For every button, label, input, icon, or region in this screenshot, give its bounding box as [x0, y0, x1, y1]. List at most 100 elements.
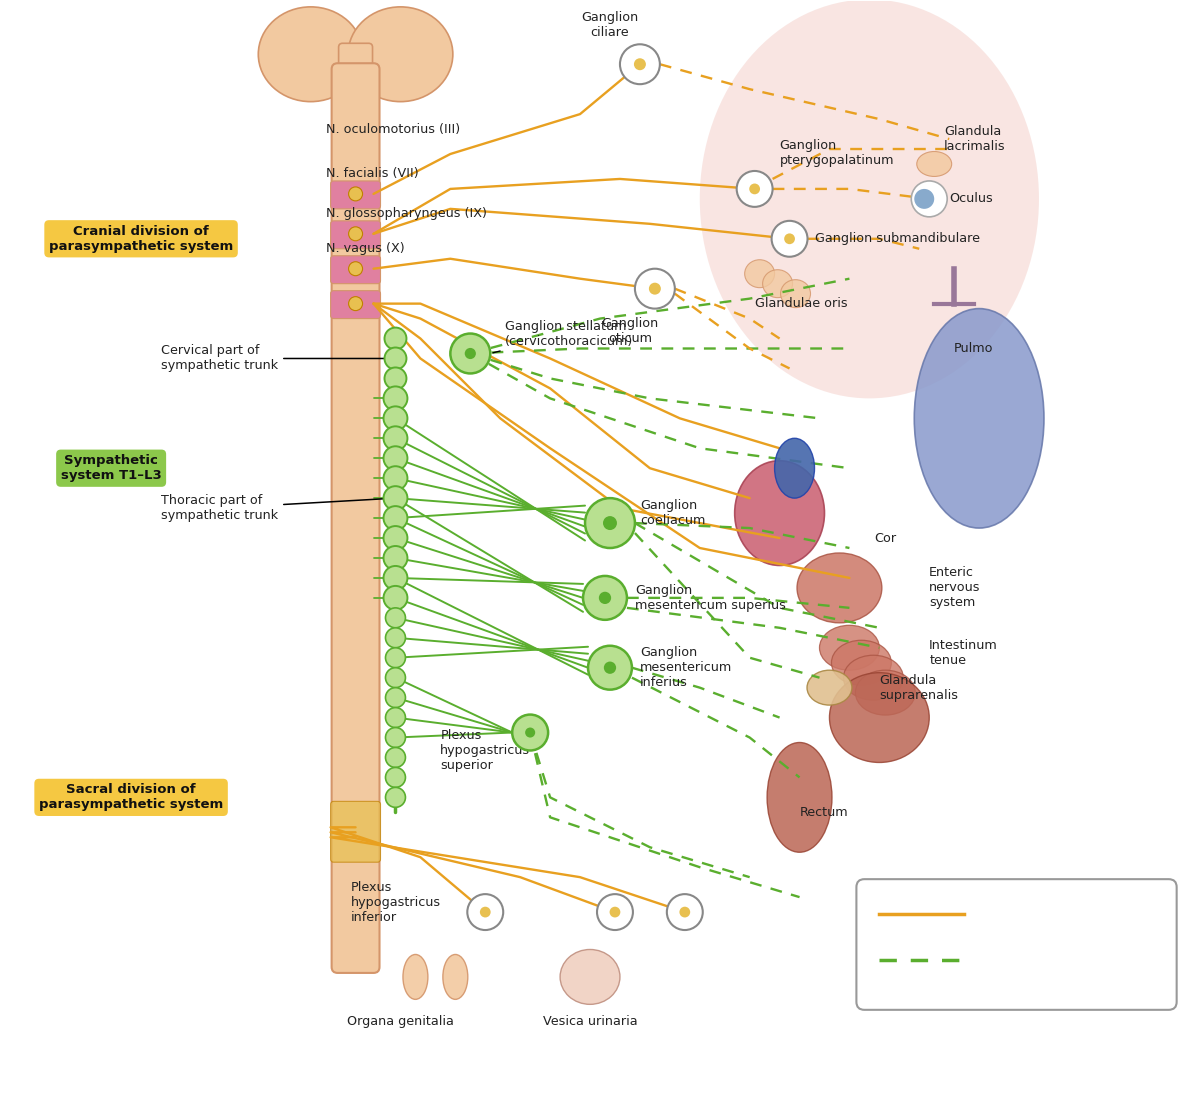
Circle shape [737, 171, 773, 206]
Circle shape [526, 728, 535, 738]
Circle shape [384, 347, 407, 369]
Circle shape [772, 221, 808, 257]
Circle shape [634, 58, 646, 70]
Text: Ganglion
coeliacum: Ganglion coeliacum [640, 500, 706, 527]
Ellipse shape [820, 625, 880, 670]
Circle shape [385, 668, 406, 687]
Ellipse shape [844, 656, 904, 701]
Ellipse shape [443, 954, 468, 999]
Text: N. facialis (VII): N. facialis (VII) [325, 168, 419, 180]
Circle shape [588, 646, 632, 690]
Circle shape [384, 526, 408, 550]
Circle shape [385, 608, 406, 628]
Text: Ganglion stellatum
(cervicothoracicum): Ganglion stellatum (cervicothoracicum) [493, 320, 634, 352]
Circle shape [914, 189, 935, 209]
Circle shape [480, 907, 491, 918]
Text: Glandula
suprarenalis: Glandula suprarenalis [880, 674, 959, 702]
Text: Ganglion
oticum: Ganglion oticum [601, 316, 659, 345]
Circle shape [385, 687, 406, 707]
Text: Sympathetic
system T1–L3: Sympathetic system T1–L3 [61, 455, 162, 482]
Text: Glandulae oris: Glandulae oris [755, 298, 847, 310]
Circle shape [635, 269, 674, 309]
Circle shape [610, 907, 620, 918]
Circle shape [385, 707, 406, 728]
FancyBboxPatch shape [331, 256, 380, 283]
Circle shape [620, 44, 660, 85]
Text: Glandula
lacrimalis: Glandula lacrimalis [944, 125, 1006, 153]
Circle shape [384, 506, 408, 530]
Text: Oculus: Oculus [949, 192, 992, 205]
Circle shape [385, 768, 406, 787]
Circle shape [467, 894, 503, 930]
Text: Plexus
hypogastricus
superior: Plexus hypogastricus superior [440, 729, 530, 772]
Text: N. oculomotorius (III): N. oculomotorius (III) [325, 123, 460, 135]
Circle shape [384, 546, 408, 570]
Circle shape [667, 894, 703, 930]
Circle shape [679, 907, 690, 918]
Ellipse shape [258, 7, 364, 102]
Text: Intestinum
tenue: Intestinum tenue [929, 639, 998, 666]
Ellipse shape [917, 152, 952, 177]
Circle shape [911, 181, 947, 216]
Circle shape [749, 183, 760, 194]
Circle shape [384, 368, 407, 390]
Circle shape [450, 334, 491, 373]
Circle shape [784, 234, 794, 244]
Ellipse shape [829, 673, 929, 762]
FancyBboxPatch shape [338, 43, 372, 103]
Text: Sacral division of
parasympathetic system: Sacral division of parasympathetic syste… [38, 783, 223, 811]
Circle shape [602, 516, 617, 530]
Ellipse shape [914, 309, 1044, 528]
Text: Organa genitalia: Organa genitalia [347, 1016, 454, 1029]
Text: Preganglionic: Preganglionic [974, 908, 1061, 920]
Circle shape [464, 348, 476, 359]
Circle shape [604, 662, 616, 674]
Circle shape [385, 628, 406, 648]
Circle shape [384, 426, 408, 450]
Circle shape [384, 327, 407, 349]
FancyBboxPatch shape [331, 802, 380, 862]
Ellipse shape [700, 0, 1039, 399]
Ellipse shape [403, 954, 428, 999]
Text: Plexus
hypogastricus
inferior: Plexus hypogastricus inferior [350, 881, 440, 923]
FancyBboxPatch shape [331, 221, 380, 249]
Circle shape [384, 565, 408, 590]
Text: Ganglion
ciliare: Ganglion ciliare [581, 11, 638, 40]
Ellipse shape [734, 461, 824, 565]
Circle shape [384, 446, 408, 470]
Circle shape [512, 715, 548, 751]
Text: Pulmo: Pulmo [954, 341, 994, 355]
Text: Rectum: Rectum [799, 806, 848, 819]
Text: Cranial division of
parasympathetic system: Cranial division of parasympathetic syst… [49, 225, 233, 253]
Text: Thoracic part of
sympathetic trunk: Thoracic part of sympathetic trunk [161, 494, 392, 523]
Text: Postganglionic: Postganglionic [974, 953, 1067, 966]
FancyBboxPatch shape [331, 64, 379, 973]
Ellipse shape [745, 260, 774, 288]
Circle shape [348, 227, 362, 240]
Circle shape [384, 406, 408, 430]
Text: Ganglion
mesentericum
inferius: Ganglion mesentericum inferius [640, 647, 732, 690]
Ellipse shape [774, 438, 815, 498]
Circle shape [385, 787, 406, 807]
Ellipse shape [348, 7, 452, 102]
Text: Ganglion
mesentericum superius: Ganglion mesentericum superius [635, 584, 786, 612]
Circle shape [385, 728, 406, 748]
Circle shape [385, 748, 406, 768]
Circle shape [348, 187, 362, 201]
Circle shape [583, 576, 626, 619]
Ellipse shape [780, 280, 810, 307]
Circle shape [384, 486, 408, 511]
Circle shape [385, 648, 406, 668]
Circle shape [598, 894, 632, 930]
Ellipse shape [767, 742, 832, 852]
Circle shape [384, 386, 408, 411]
FancyBboxPatch shape [857, 879, 1177, 1010]
Ellipse shape [560, 950, 620, 1005]
Text: N. vagus (X): N. vagus (X) [325, 243, 404, 255]
Circle shape [649, 282, 661, 294]
Circle shape [384, 467, 408, 490]
Ellipse shape [832, 640, 892, 685]
Circle shape [599, 592, 611, 604]
FancyBboxPatch shape [331, 181, 380, 209]
Text: Vesica urinaria: Vesica urinaria [542, 1016, 637, 1029]
